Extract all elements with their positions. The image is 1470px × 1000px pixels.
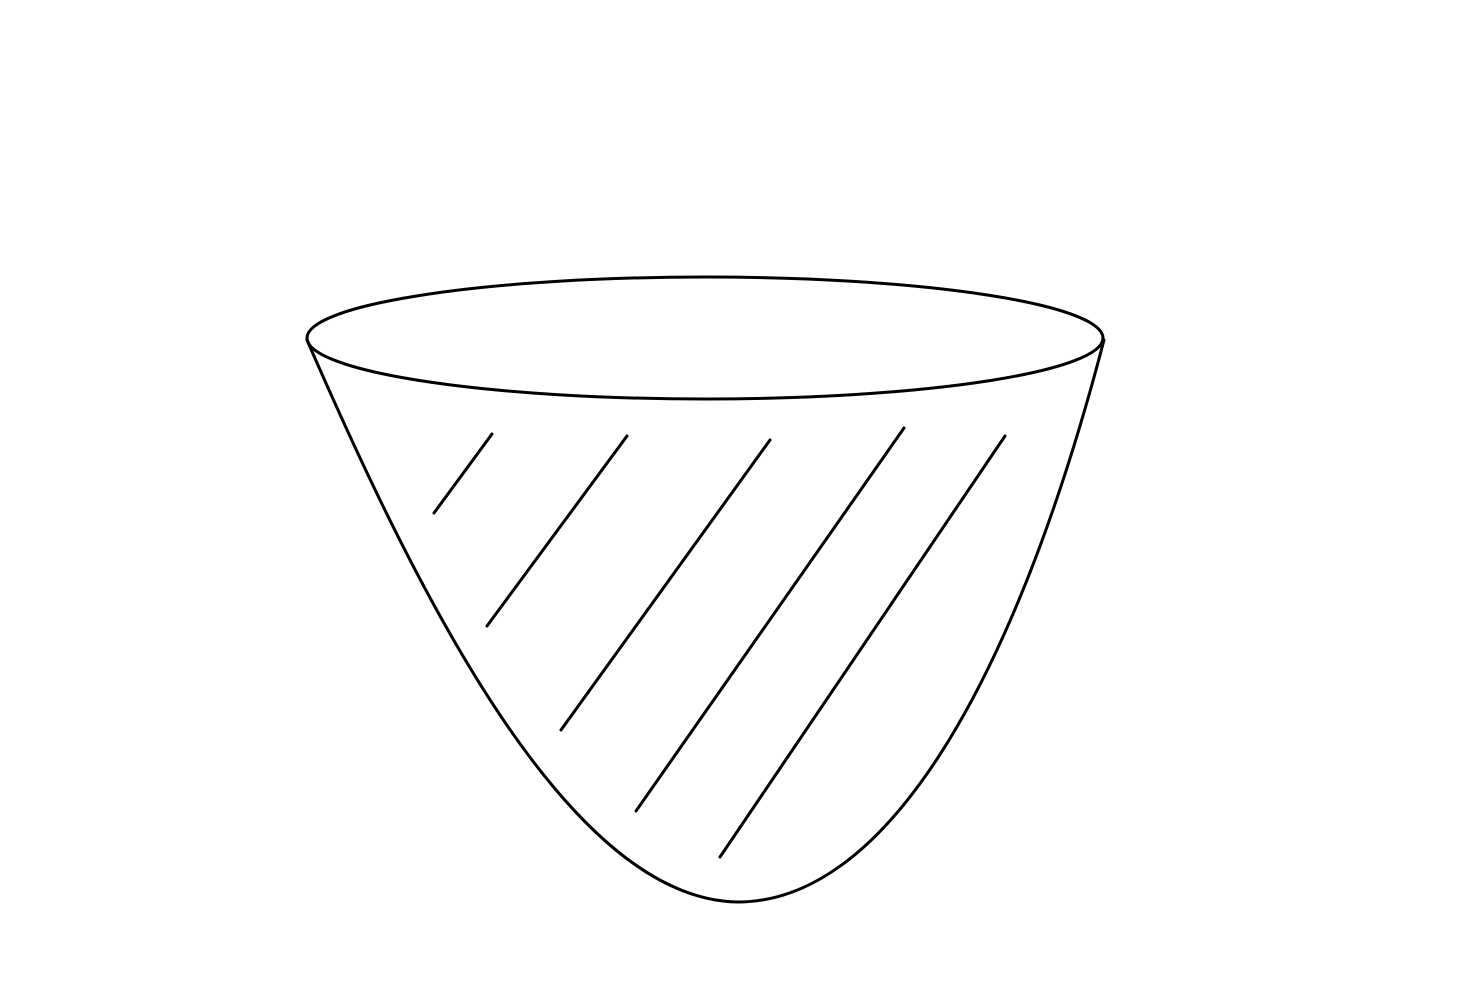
paraboloid-rim [305, 275, 1105, 401]
hatch-line-4 [634, 426, 906, 813]
hatching [432, 426, 1007, 859]
hatch-line-2 [485, 434, 629, 628]
hatch-line-5 [718, 434, 1007, 859]
paraboloid-profile [305, 338, 1106, 904]
hatch-line-3 [559, 438, 772, 732]
hatch-line-1 [432, 432, 494, 515]
